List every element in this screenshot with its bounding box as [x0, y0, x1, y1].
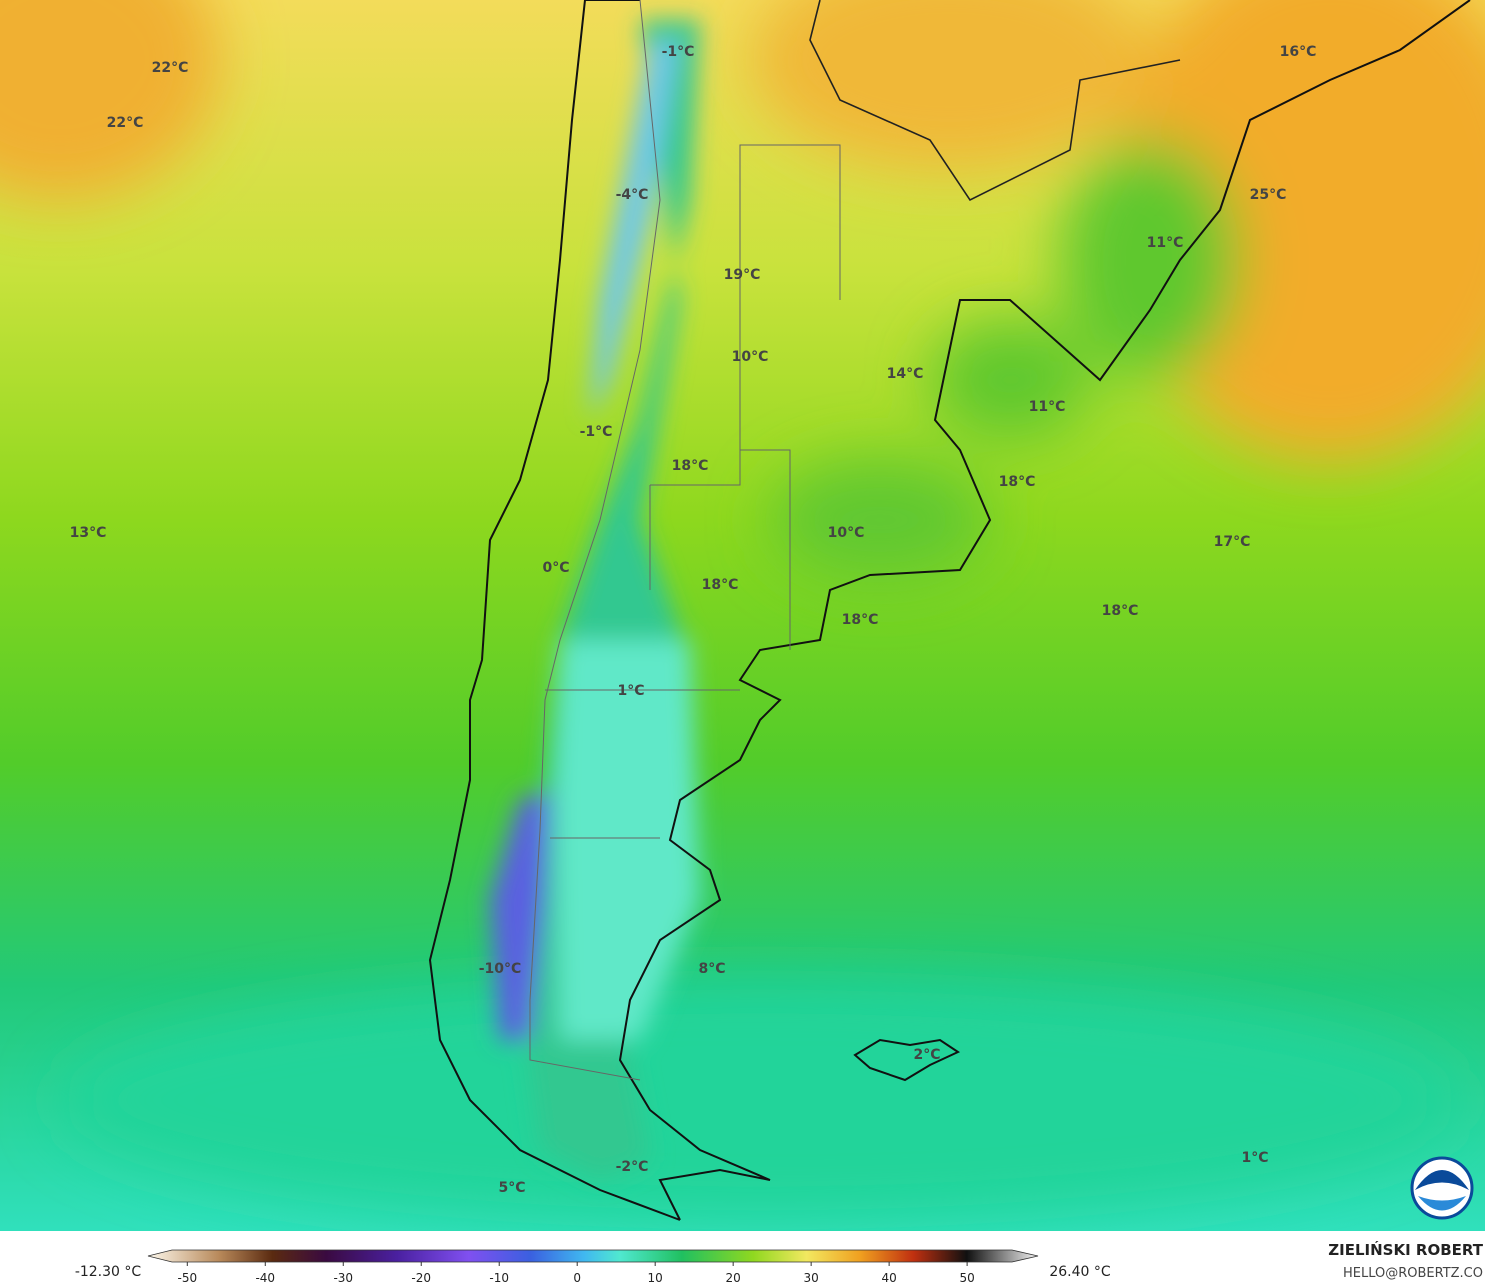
temperature-label: 8°C	[698, 961, 725, 977]
colorbar-tick-label: -20	[411, 1271, 431, 1285]
temperature-label: 5°C	[498, 1180, 525, 1196]
temperature-label: 11°C	[1029, 399, 1066, 415]
temperature-label: 14°C	[887, 366, 924, 382]
temperature-label: 11°C	[1147, 235, 1184, 251]
temperature-label: 10°C	[732, 349, 769, 365]
temperature-label: -10°C	[479, 961, 522, 977]
colorbar-tick-label: -30	[333, 1271, 353, 1285]
temperature-label: 18°C	[702, 577, 739, 593]
colorbar-max: 26.40 °C	[1049, 1264, 1111, 1280]
temperature-label: 18°C	[1102, 603, 1139, 619]
temperature-label: 13°C	[70, 525, 107, 541]
temperature-label: -1°C	[662, 44, 695, 60]
colorbar-min: -12.30 °C	[75, 1264, 142, 1280]
colorbar-tick-label: -10	[489, 1271, 509, 1285]
temperature-label: 18°C	[999, 474, 1036, 490]
colorbar-tick-label: 30	[804, 1271, 819, 1285]
colorbar-tick-label: 50	[959, 1271, 974, 1285]
temperature-label: -2°C	[616, 1159, 649, 1175]
colorbar-tick-label: 40	[881, 1271, 896, 1285]
temperature-label: 17°C	[1214, 534, 1251, 550]
temperature-label: 18°C	[672, 458, 709, 474]
temperature-label: 10°C	[828, 525, 865, 541]
noaa-logo	[1410, 1156, 1474, 1220]
temperature-label: 1°C	[617, 683, 644, 699]
temperature-label: 22°C	[107, 115, 144, 131]
colorbar: -12.30 °C 26.40 °C -50 -40 -30 -20 -10 0 10 20 3…	[75, 1249, 1111, 1285]
temperature-label: -1°C	[580, 424, 613, 440]
colorbar-tick-label: -40	[255, 1271, 275, 1285]
temperature-label: 22°C	[152, 60, 189, 76]
colorbar-tick-label: 10	[648, 1271, 663, 1285]
temperature-label: 16°C	[1280, 44, 1317, 60]
temperature-label: 18°C	[842, 612, 879, 628]
author: ZIELIŃSKI ROBERT	[1328, 1240, 1483, 1259]
email: HELLO@ROBERTZ.CO	[1343, 1266, 1483, 1281]
colorbar-tick-label: 0	[573, 1271, 581, 1285]
temperature-label: 2°C	[913, 1047, 940, 1063]
colorbar-tick-label: -50	[177, 1271, 197, 1285]
temperature-label: 25°C	[1250, 187, 1287, 203]
temperature-label: 19°C	[724, 267, 761, 283]
temperature-label: 1°C	[1241, 1150, 1268, 1166]
colorbar-tick-label: 20	[726, 1271, 741, 1285]
map: 22°C 22°C 16°C -1°C -4°C 25°C 11°C 19°C 10°C 14°C…	[0, 0, 1485, 1231]
temperature-labels: 22°C 22°C 16°C -1°C -4°C 25°C 11°C 19°C 10°C 14°C…	[70, 44, 1317, 1196]
temperature-label: 0°C	[542, 560, 569, 576]
temperature-label: -4°C	[616, 187, 649, 203]
